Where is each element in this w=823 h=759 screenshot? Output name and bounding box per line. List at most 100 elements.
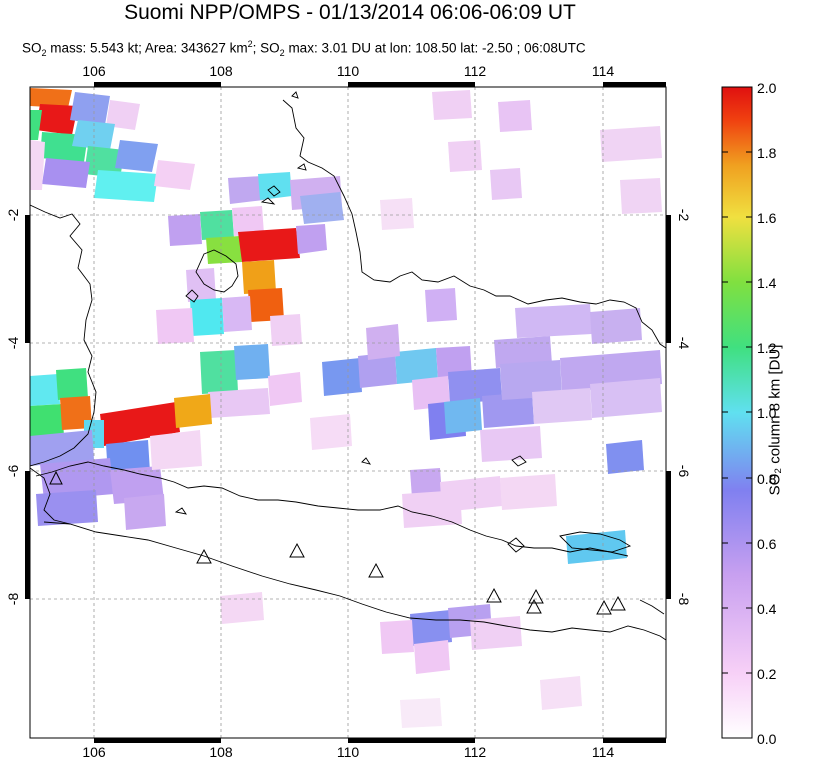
lon-bottom-label: 110: [337, 744, 360, 759]
so2-pixel: [500, 360, 562, 400]
so2-pixel: [242, 260, 276, 294]
subtitle-mass-sub: 2: [41, 48, 47, 59]
subtitle-mass-text: mass: 5.543 kt; Area: 343627 km: [46, 40, 248, 56]
so2-pixel: [232, 206, 264, 236]
so2-pixel: [400, 698, 442, 728]
so2-pixel: [270, 314, 302, 346]
so2-pixel: [515, 304, 592, 338]
lat-left-label: -8: [5, 593, 21, 606]
so2-pixel: [200, 210, 234, 240]
so2-pixel: [186, 268, 216, 302]
so2-pixel: [366, 324, 400, 360]
colorbar-ticks: [722, 86, 752, 674]
so2-pixel: [70, 92, 110, 125]
lon-bottom-labels: 106 108 110 112 114: [82, 744, 614, 759]
borneo-coastline: [282, 99, 666, 349]
so2-pixel: [238, 228, 300, 262]
so2-pixel: [190, 298, 224, 336]
so2-pixel: [470, 616, 522, 650]
lat-right-label: -4: [676, 337, 692, 350]
bangka-coastline: [195, 249, 239, 293]
so2-pixel: [200, 350, 238, 394]
lon-top-label: 108: [209, 63, 233, 79]
so2-pixel: [56, 368, 88, 400]
colorbar-label: 0.0: [757, 731, 777, 747]
so2-pixel: [222, 296, 252, 332]
lat-right-label: -2: [676, 209, 692, 222]
so2-pixel: [532, 388, 592, 424]
so2-pixel: [500, 474, 557, 510]
so2-pixel: [72, 120, 115, 150]
so2-pixel: [154, 160, 195, 190]
so2-pixel: [358, 352, 397, 388]
so2-pixel: [380, 620, 414, 654]
triangle-icon: [610, 595, 626, 611]
lon-top-labels: 106 108 110 112 114: [82, 63, 614, 79]
lat-right-labels: -2 -4 -6 -8: [676, 209, 692, 606]
triangle-icon: [289, 542, 305, 558]
so2-pixel: [36, 104, 78, 135]
lat-left-label: -6: [5, 465, 21, 478]
so2-pixel: [412, 376, 450, 410]
so2-pixel: [590, 308, 642, 344]
so2-pixel: [248, 288, 284, 322]
so2-pixel: [110, 466, 164, 504]
colorbar-label: 1.8: [757, 145, 777, 161]
so2-pixel: [124, 494, 166, 530]
triangle-icon: [368, 562, 384, 578]
map-border-bars: [25, 82, 671, 743]
triangle-icon: [49, 470, 63, 485]
so2-pixel: [30, 140, 45, 190]
sumatra-coastline: [30, 204, 97, 467]
lon-bottom-label: 108: [209, 744, 233, 759]
so2-pixel: [566, 530, 627, 564]
colorbar-label: 2.0: [757, 80, 777, 96]
triangle-icon: [528, 588, 544, 604]
so2-pixel: [498, 100, 532, 132]
triangle-icon: [486, 587, 502, 603]
madura-coastline: [559, 531, 632, 553]
so2-pixel: [36, 490, 98, 526]
so2-pixel: [448, 368, 502, 404]
volcano-layer: [49, 470, 626, 615]
colorbar-label: 1.6: [757, 210, 777, 226]
colorbar-labels: 2.0 1.8 1.6 1.4 1.2 1.0 0.8 0.6 0.4 0.2 …: [757, 80, 777, 747]
so2-pixel: [402, 490, 462, 528]
map-subtitle: SO2 mass: 5.543 kt; Area: 343627 km2; SO…: [22, 35, 742, 62]
so2-pixel: [30, 88, 72, 108]
so2-pixel: [30, 430, 94, 466]
lon-bottom-label: 106: [82, 744, 106, 759]
so2-pixel: [174, 394, 212, 428]
so2-pixel: [268, 372, 302, 406]
colorbar-label: 0.4: [757, 601, 777, 617]
triangle-icon: [196, 548, 212, 564]
subtitle-max-label: ; SO: [252, 40, 280, 56]
so2-pixel: [228, 176, 264, 204]
lon-bottom-label: 114: [592, 744, 615, 759]
so2-pixel: [606, 440, 644, 474]
so2-pixel: [380, 198, 414, 230]
so2-pixel: [540, 676, 582, 710]
so2-pixel: [30, 110, 42, 140]
colorbar-label: 1.2: [757, 340, 777, 356]
lat-right-label: -6: [676, 465, 692, 478]
colorbar-title-text: SO₂ column 8 km [DU]: [766, 344, 784, 496]
colorbar-label: 1.4: [757, 275, 777, 291]
so2-pixel: [448, 140, 482, 172]
so2-pixel: [30, 374, 60, 406]
so2-pixel: [40, 458, 114, 500]
so2-pixel: [494, 336, 552, 368]
so2-pixel: [300, 192, 344, 224]
so2-pixel: [106, 100, 140, 130]
so2-pixel: [42, 158, 90, 188]
so2-pixel: [432, 90, 472, 120]
so2-pixel: [395, 348, 438, 384]
so2-pixel: [425, 288, 457, 322]
lon-top-label: 114: [592, 63, 615, 79]
so2-pixel-layer: [30, 88, 662, 728]
karimunjawa-islet: [174, 455, 527, 515]
so2-pixel: [156, 308, 194, 344]
colorbar-label: 1.0: [757, 405, 777, 421]
so2-pixel: [94, 170, 158, 202]
subtitle-max-sub: 2: [279, 48, 285, 59]
